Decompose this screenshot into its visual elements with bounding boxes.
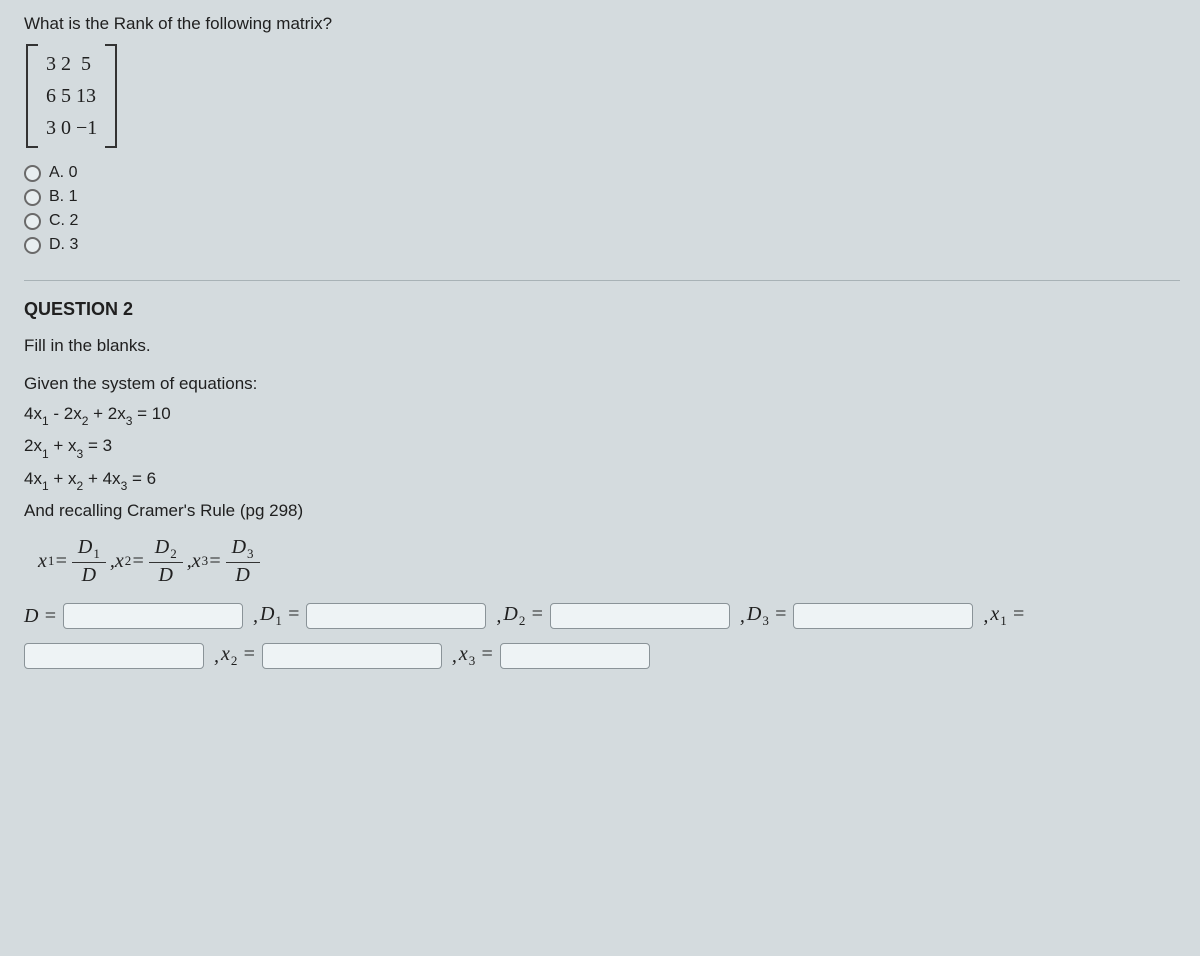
input-D2[interactable] xyxy=(550,603,730,629)
input-x2[interactable] xyxy=(262,643,442,669)
option-b-label: B. 1 xyxy=(49,188,77,206)
bracket-right xyxy=(105,44,117,148)
q1-prompt: What is the Rank of the following matrix… xyxy=(24,14,1180,34)
matrix-body: 3 2 5 6 5 13 3 0 −1 xyxy=(38,44,105,148)
input-D1[interactable] xyxy=(306,603,486,629)
cramer-formulas: x1 = D1 D , x2 = D2 D , x3 = D3 D xyxy=(38,537,1180,585)
input-x3[interactable] xyxy=(500,643,650,669)
radio-icon[interactable] xyxy=(24,213,41,230)
eq1: 4x1 - 2x2 + 2x3 = 10 xyxy=(24,404,1180,426)
option-a-label: A. 0 xyxy=(49,164,77,182)
radio-icon[interactable] xyxy=(24,189,41,206)
radio-icon[interactable] xyxy=(24,237,41,254)
label-D: D xyxy=(24,605,38,627)
option-c-label: C. 2 xyxy=(49,212,78,230)
option-b[interactable]: B. 1 xyxy=(24,188,1180,206)
q1-options: A. 0 B. 1 C. 2 D. 3 xyxy=(24,164,1180,254)
q2-title: QUESTION 2 xyxy=(24,299,1180,320)
eq2: 2x1 + x3 = 3 xyxy=(24,436,1180,458)
answer-row-2: , x2 = , x3 = xyxy=(24,643,1180,669)
matrix-row-2: 6 5 13 xyxy=(46,85,96,107)
input-D3[interactable] xyxy=(793,603,973,629)
separator xyxy=(24,280,1180,281)
input-D[interactable] xyxy=(63,603,243,629)
option-d[interactable]: D. 3 xyxy=(24,236,1180,254)
q2-fill: Fill in the blanks. xyxy=(24,336,1180,356)
cramer-text: And recalling Cramer's Rule (pg 298) xyxy=(24,501,1180,521)
input-x1[interactable] xyxy=(24,643,204,669)
answer-row-1: D = , D1 = , D2 = , D3 = , x1 = xyxy=(24,603,1180,629)
option-c[interactable]: C. 2 xyxy=(24,212,1180,230)
q2-given: Given the system of equations: xyxy=(24,374,1180,394)
option-a[interactable]: A. 0 xyxy=(24,164,1180,182)
q1-matrix: 3 2 5 6 5 13 3 0 −1 xyxy=(26,44,117,148)
matrix-row-3: 3 0 −1 xyxy=(46,117,97,139)
bracket-left xyxy=(26,44,38,148)
radio-icon[interactable] xyxy=(24,165,41,182)
eq3: 4x1 + x2 + 4x3 = 6 xyxy=(24,469,1180,491)
option-d-label: D. 3 xyxy=(49,236,78,254)
matrix-row-1: 3 2 5 xyxy=(46,53,91,75)
